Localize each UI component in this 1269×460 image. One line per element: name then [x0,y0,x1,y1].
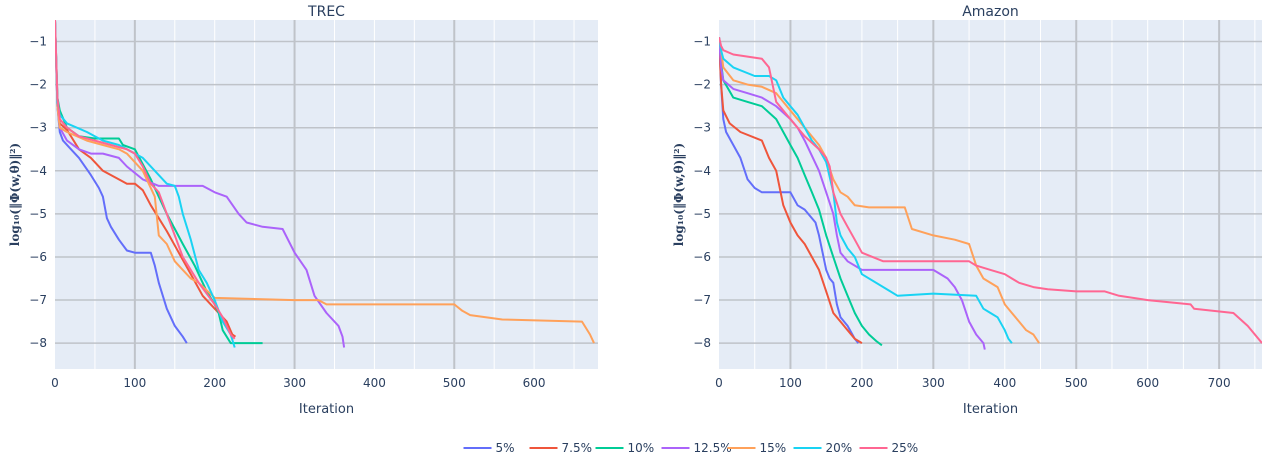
plot-area [719,20,1262,369]
y-tick-label: −5 [693,207,711,221]
y-tick-label: −3 [29,121,47,135]
x-tick-label: 200 [203,376,226,390]
y-tick-label: −7 [693,293,711,307]
y-tick-label: −8 [29,336,47,350]
y-tick-label: −8 [693,336,711,350]
legend-entry: 10% [628,441,655,455]
y-tick-label: −2 [693,78,711,92]
y-tick-label: −1 [29,35,47,49]
amazon-subplot: 0 100 200 300 400 500 600 700 −1 −2 −3 −4 −5 −6 −7 −8 Am… [672,4,1262,417]
series-line [55,19,188,344]
legend-entry: 15% [760,441,787,455]
x-tick-label: 100 [779,376,802,390]
x-tick-label: 0 [715,376,723,390]
x-tick-label: 300 [283,376,306,390]
y-tick-label: −3 [693,121,711,135]
x-tick-label: 300 [922,376,945,390]
x-tick-label: 500 [443,376,466,390]
series-line [719,37,883,347]
series-line [55,19,236,348]
x-tick-label: 500 [1065,376,1088,390]
series-line [55,19,595,344]
legend-entry: 7.5% [562,441,593,455]
y-tick-label: −4 [693,164,711,178]
trec-subplot: 0 100 200 300 400 500 600 −1 −2 −3 −4 −5 −6 −7 −8 TREC I… [8,4,598,417]
series-line [719,37,860,344]
y-tick-label: −1 [693,35,711,49]
legend-entry: 25% [892,441,919,455]
legend-entry: 20% [826,441,853,455]
y-axis-label: log₁₀(‖Φ(w,θ)‖²) [672,143,686,246]
y-tick-label: −7 [29,293,47,307]
x-tick-label: 600 [523,376,546,390]
chart-title: TREC [307,4,345,20]
x-tick-label: 600 [1136,376,1159,390]
x-tick-label: 400 [993,376,1016,390]
y-tick-label: −5 [29,207,47,221]
legend: 5% 7.5% 10% 12.5% 15% 20% 25% [463,441,919,455]
x-tick-label: 700 [1208,376,1231,390]
series-line [719,37,863,344]
y-tick-label: −6 [29,250,47,264]
series-line [719,37,1040,344]
x-tick-label: 100 [123,376,146,390]
legend-entry: 12.5% [694,441,732,455]
series-line [719,36,1262,344]
series-line [55,19,236,340]
y-tick-label: −2 [29,78,47,92]
y-axis-label: log₁₀(‖Φ(w,θ)‖²) [8,143,22,246]
legend-entry: 5% [496,441,515,455]
x-tick-label: 0 [51,376,59,390]
series-line [55,19,237,338]
y-tick-label: −4 [29,164,47,178]
y-tick-label: −6 [693,250,711,264]
x-tick-label: 400 [363,376,386,390]
x-axis-label: Iteration [299,402,354,417]
plot-area [55,20,598,369]
chart-title: Amazon [962,4,1019,20]
series-line [55,19,346,348]
series-line [719,37,986,350]
x-tick-label: 200 [850,376,873,390]
x-axis-label: Iteration [963,402,1018,417]
